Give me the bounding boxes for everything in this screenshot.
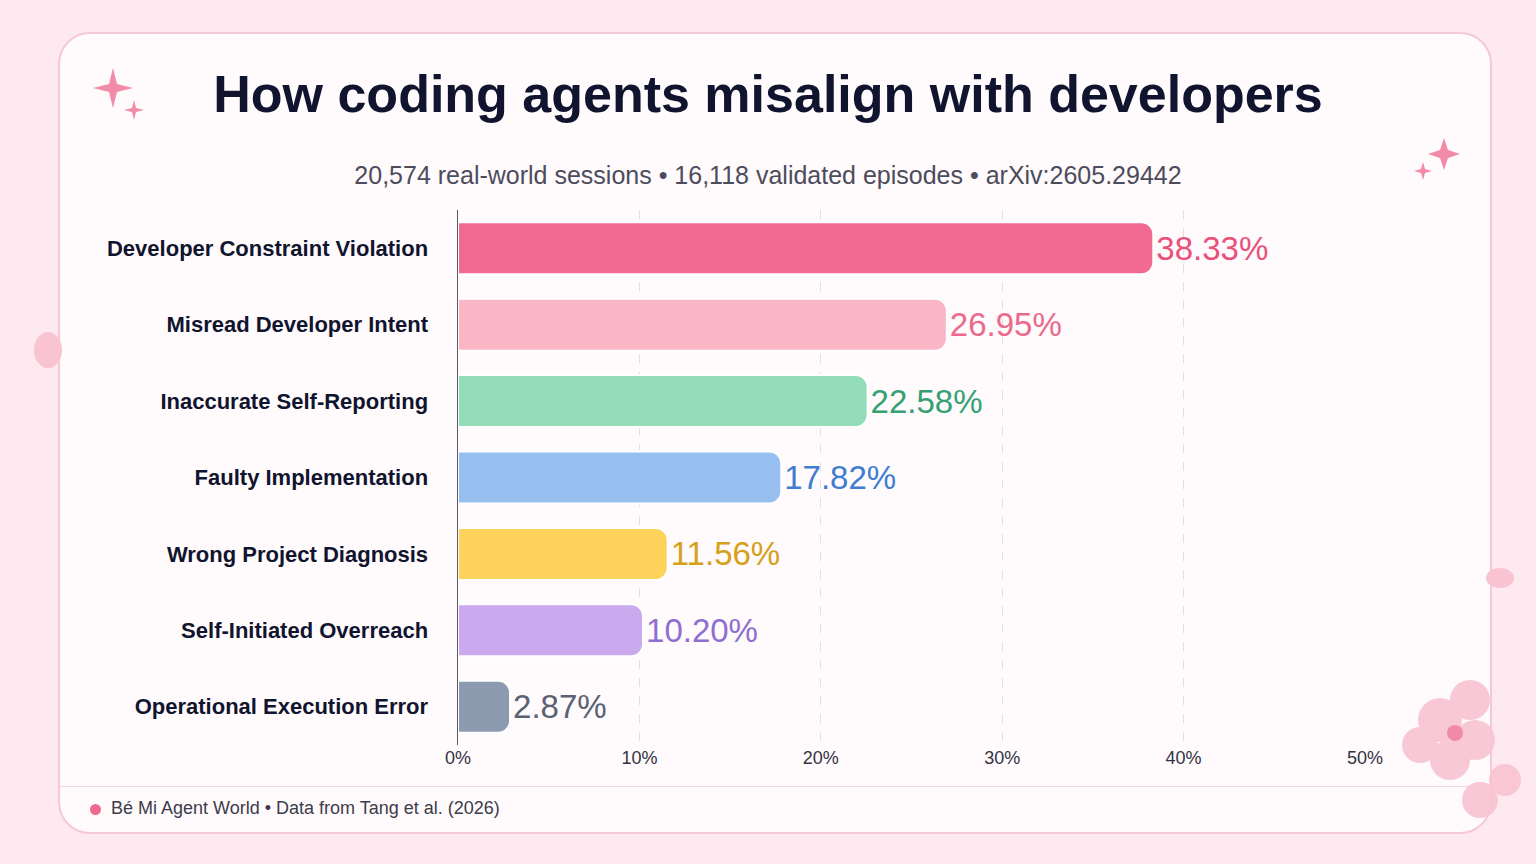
svg-text:Inaccurate Self-Reporting: Inaccurate Self-Reporting [160, 389, 428, 414]
svg-text:50%: 50% [1347, 748, 1383, 768]
svg-text:10%: 10% [621, 748, 657, 768]
svg-text:11.56%: 11.56% [671, 535, 780, 572]
svg-text:40%: 40% [1166, 748, 1202, 768]
svg-text:38.33%: 38.33% [1156, 230, 1268, 267]
svg-text:22.58%: 22.58% [871, 383, 983, 420]
html-text:20,574 real-world sessions • 1: 20,574 real-world sessions • 16,118 vali… [354, 161, 1182, 189]
svg-text:Self-Initiated Overreach: Self-Initiated Overreach [181, 618, 428, 643]
svg-text:26.95%: 26.95% [950, 306, 1062, 343]
svg-text:20%: 20% [803, 748, 839, 768]
svg-text:17.82%: 17.82% [784, 459, 896, 496]
svg-text:Operational Execution Error: Operational Execution Error [135, 694, 429, 719]
svg-text:10.20%: 10.20% [646, 612, 758, 649]
svg-text:Misread Developer Intent: Misread Developer Intent [166, 312, 428, 337]
svg-text:Wrong Project Diagnosis: Wrong Project Diagnosis [167, 542, 428, 567]
svg-text:Developer Constraint Violation: Developer Constraint Violation [107, 236, 428, 261]
html-text:How coding agents misalign wit: How coding agents misalign with develope… [213, 65, 1323, 123]
html-text:Bé Mi Agent World • Data from: Bé Mi Agent World • Data from Tang et al… [111, 798, 500, 818]
svg-text:Faulty Implementation: Faulty Implementation [195, 465, 428, 490]
svg-text:0%: 0% [445, 748, 471, 768]
svg-text:30%: 30% [984, 748, 1020, 768]
svg-text:2.87%: 2.87% [513, 688, 607, 725]
